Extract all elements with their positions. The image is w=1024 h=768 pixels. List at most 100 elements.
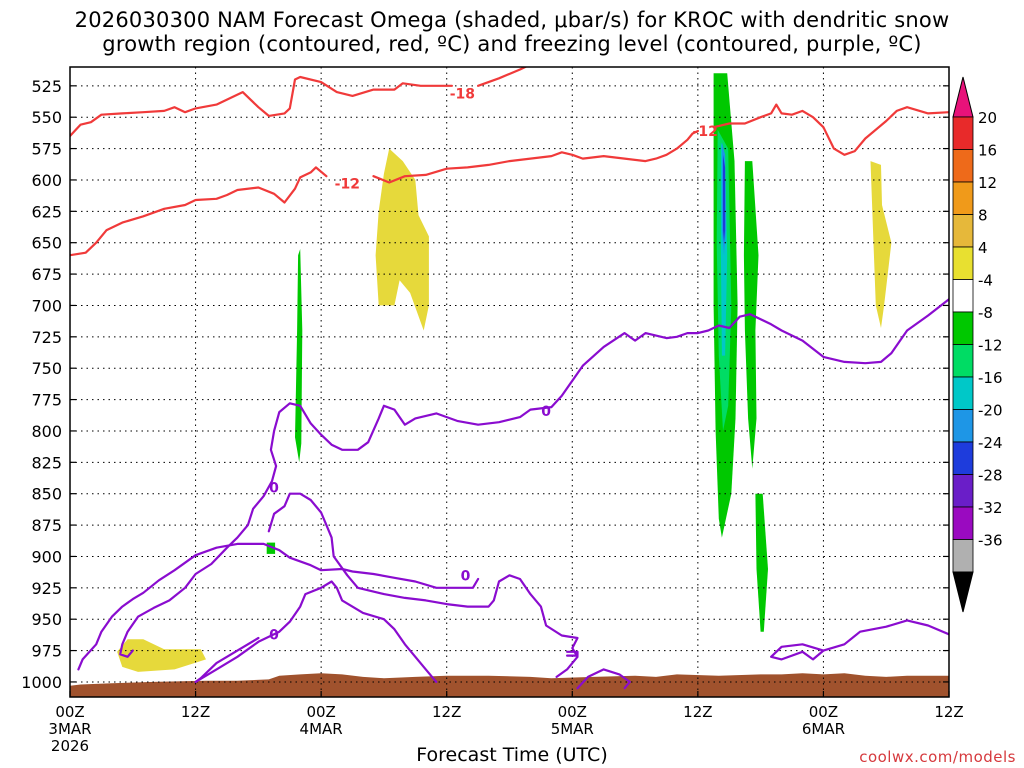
colorbar-swatch	[952, 506, 974, 540]
colorbar-swatch	[952, 149, 974, 183]
y-axis: 525 550 575 600 625 650 675 700 725 750 775 800 825 8…	[21, 77, 949, 692]
y-tick-label: 850	[31, 485, 62, 504]
x-tick-label-line: 00Z	[558, 703, 587, 721]
y-tick-label: 575	[31, 140, 62, 159]
dendritic-contour-label: -18	[450, 86, 475, 102]
x-tick-label: 12Z	[432, 703, 461, 721]
x-tick-label-line: 3MAR	[48, 720, 91, 738]
x-tick-label: 00Z 5MAR	[551, 703, 594, 738]
x-tick-label-line: 12Z	[683, 703, 712, 721]
freezing-contour-line-0	[119, 298, 949, 658]
colorbar: 20 16 12 8 4 -4 -8 -12 -16 -20 -24 -28 -32 -36	[952, 76, 1003, 613]
colorbar-top-arrow	[952, 76, 974, 118]
x-tick-label: 12Z	[934, 703, 963, 721]
x-tick-label-line: 5MAR	[551, 720, 594, 738]
x-tick-label-line: 00Z	[306, 703, 335, 721]
x-tick-label-line: 12Z	[432, 703, 461, 721]
colorbar-bottom-arrow	[952, 571, 974, 613]
omega-region-1	[375, 148, 429, 331]
omega-region-3	[295, 249, 303, 463]
x-tick-label-line: 00Z	[55, 703, 84, 721]
colorbar-swatch	[952, 344, 974, 378]
y-tick-label: 725	[31, 328, 62, 347]
x-tick-label: 12Z	[683, 703, 712, 721]
freezing-contour-label: 0	[541, 404, 551, 420]
y-tick-label: 800	[31, 422, 62, 441]
y-tick-label: 750	[31, 359, 62, 378]
chart-title-line-1: 2026030300 NAM Forecast Omega (shaded, μ…	[74, 8, 950, 32]
site-credit: coolwx.com/models	[859, 748, 1016, 766]
colorbar-label: -28	[978, 467, 1003, 485]
colorbar-label: -8	[978, 304, 993, 322]
colorbar-swatch	[952, 116, 974, 150]
x-tick-label-line: 00Z	[809, 703, 838, 721]
freezing-contour-line-7	[769, 643, 825, 661]
y-tick-label: 875	[31, 516, 62, 535]
y-tick-label: 550	[31, 108, 62, 127]
colorbar-label: -20	[978, 402, 1003, 420]
colorbar-swatch	[952, 181, 974, 215]
x-tick-label: 12Z	[181, 703, 210, 721]
y-tick-label: 900	[31, 547, 62, 566]
freezing-contour-line-4	[194, 580, 438, 684]
omega-region-11	[723, 154, 726, 243]
y-tick-label: 925	[31, 579, 62, 598]
colorbar-swatch	[952, 279, 974, 313]
dendritic-contour-label: -12	[335, 177, 360, 193]
dendritic-contour-line-4	[712, 103, 949, 156]
x-tick-label-line: 2026	[51, 737, 89, 755]
dendritic-contour-label: -12	[693, 124, 718, 140]
y-tick-label: 650	[31, 234, 62, 253]
x-tick-label: 00Z 6MAR	[802, 703, 845, 738]
omega-region-0	[117, 639, 206, 672]
chart-title-line-2: growth region (contoured, red, ºC) and f…	[102, 32, 922, 56]
dendritic-growth-contours: -18 -12 -12	[70, 67, 949, 257]
colorbar-swatch	[952, 441, 974, 475]
freezing-contour-line-5	[565, 650, 579, 657]
x-tick-label-line: 12Z	[181, 703, 210, 721]
y-tick-label: 675	[31, 265, 62, 284]
colorbar-label: 16	[978, 142, 997, 160]
x-tick-label: 00Z 4MAR	[300, 703, 343, 738]
freezing-contour-line-2	[77, 542, 480, 671]
dendritic-contour-line-3	[372, 129, 700, 184]
plot-frame	[69, 66, 950, 698]
colorbar-swatch	[952, 376, 974, 410]
colorbar-label: -36	[978, 532, 1003, 550]
colorbar-label: -16	[978, 369, 1003, 387]
colorbar-label: -4	[978, 272, 993, 290]
x-tick-label-line: 12Z	[934, 703, 963, 721]
dendritic-contour-line-2	[70, 166, 328, 257]
dendritic-contour-line-0	[70, 75, 453, 138]
y-tick-label: 825	[31, 453, 62, 472]
y-tick-label: 525	[31, 77, 62, 96]
freezing-contour-label: 0	[461, 568, 471, 584]
colorbar-swatch	[952, 409, 974, 443]
colorbar-label: -12	[978, 337, 1003, 355]
x-tick-label-line: 6MAR	[802, 720, 845, 738]
y-tick-label: 775	[31, 391, 62, 410]
colorbar-label: -32	[978, 499, 1003, 517]
colorbar-label: 12	[978, 174, 997, 192]
colorbar-swatch	[952, 539, 974, 573]
freezing-contour-line-8	[822, 619, 949, 652]
colorbar-swatch	[952, 474, 974, 508]
freezing-contour-line-6	[576, 668, 631, 690]
colorbar-swatch	[952, 311, 974, 345]
dendritic-contour-line-1	[477, 67, 528, 87]
colorbar-swatch	[952, 214, 974, 248]
colorbar-label: 4	[978, 239, 988, 257]
terrain-layer	[70, 673, 949, 697]
colorbar-swatch	[952, 246, 974, 280]
x-axis-label: Forecast Time (UTC)	[416, 744, 608, 766]
colorbar-label: 20	[978, 109, 997, 127]
y-tick-label: 700	[31, 296, 62, 315]
y-tick-label: 975	[31, 642, 62, 661]
y-tick-label: 1000	[21, 673, 62, 692]
y-tick-label: 600	[31, 171, 62, 190]
colorbar-label: -24	[978, 434, 1003, 452]
x-tick-label-line: 4MAR	[300, 720, 343, 738]
